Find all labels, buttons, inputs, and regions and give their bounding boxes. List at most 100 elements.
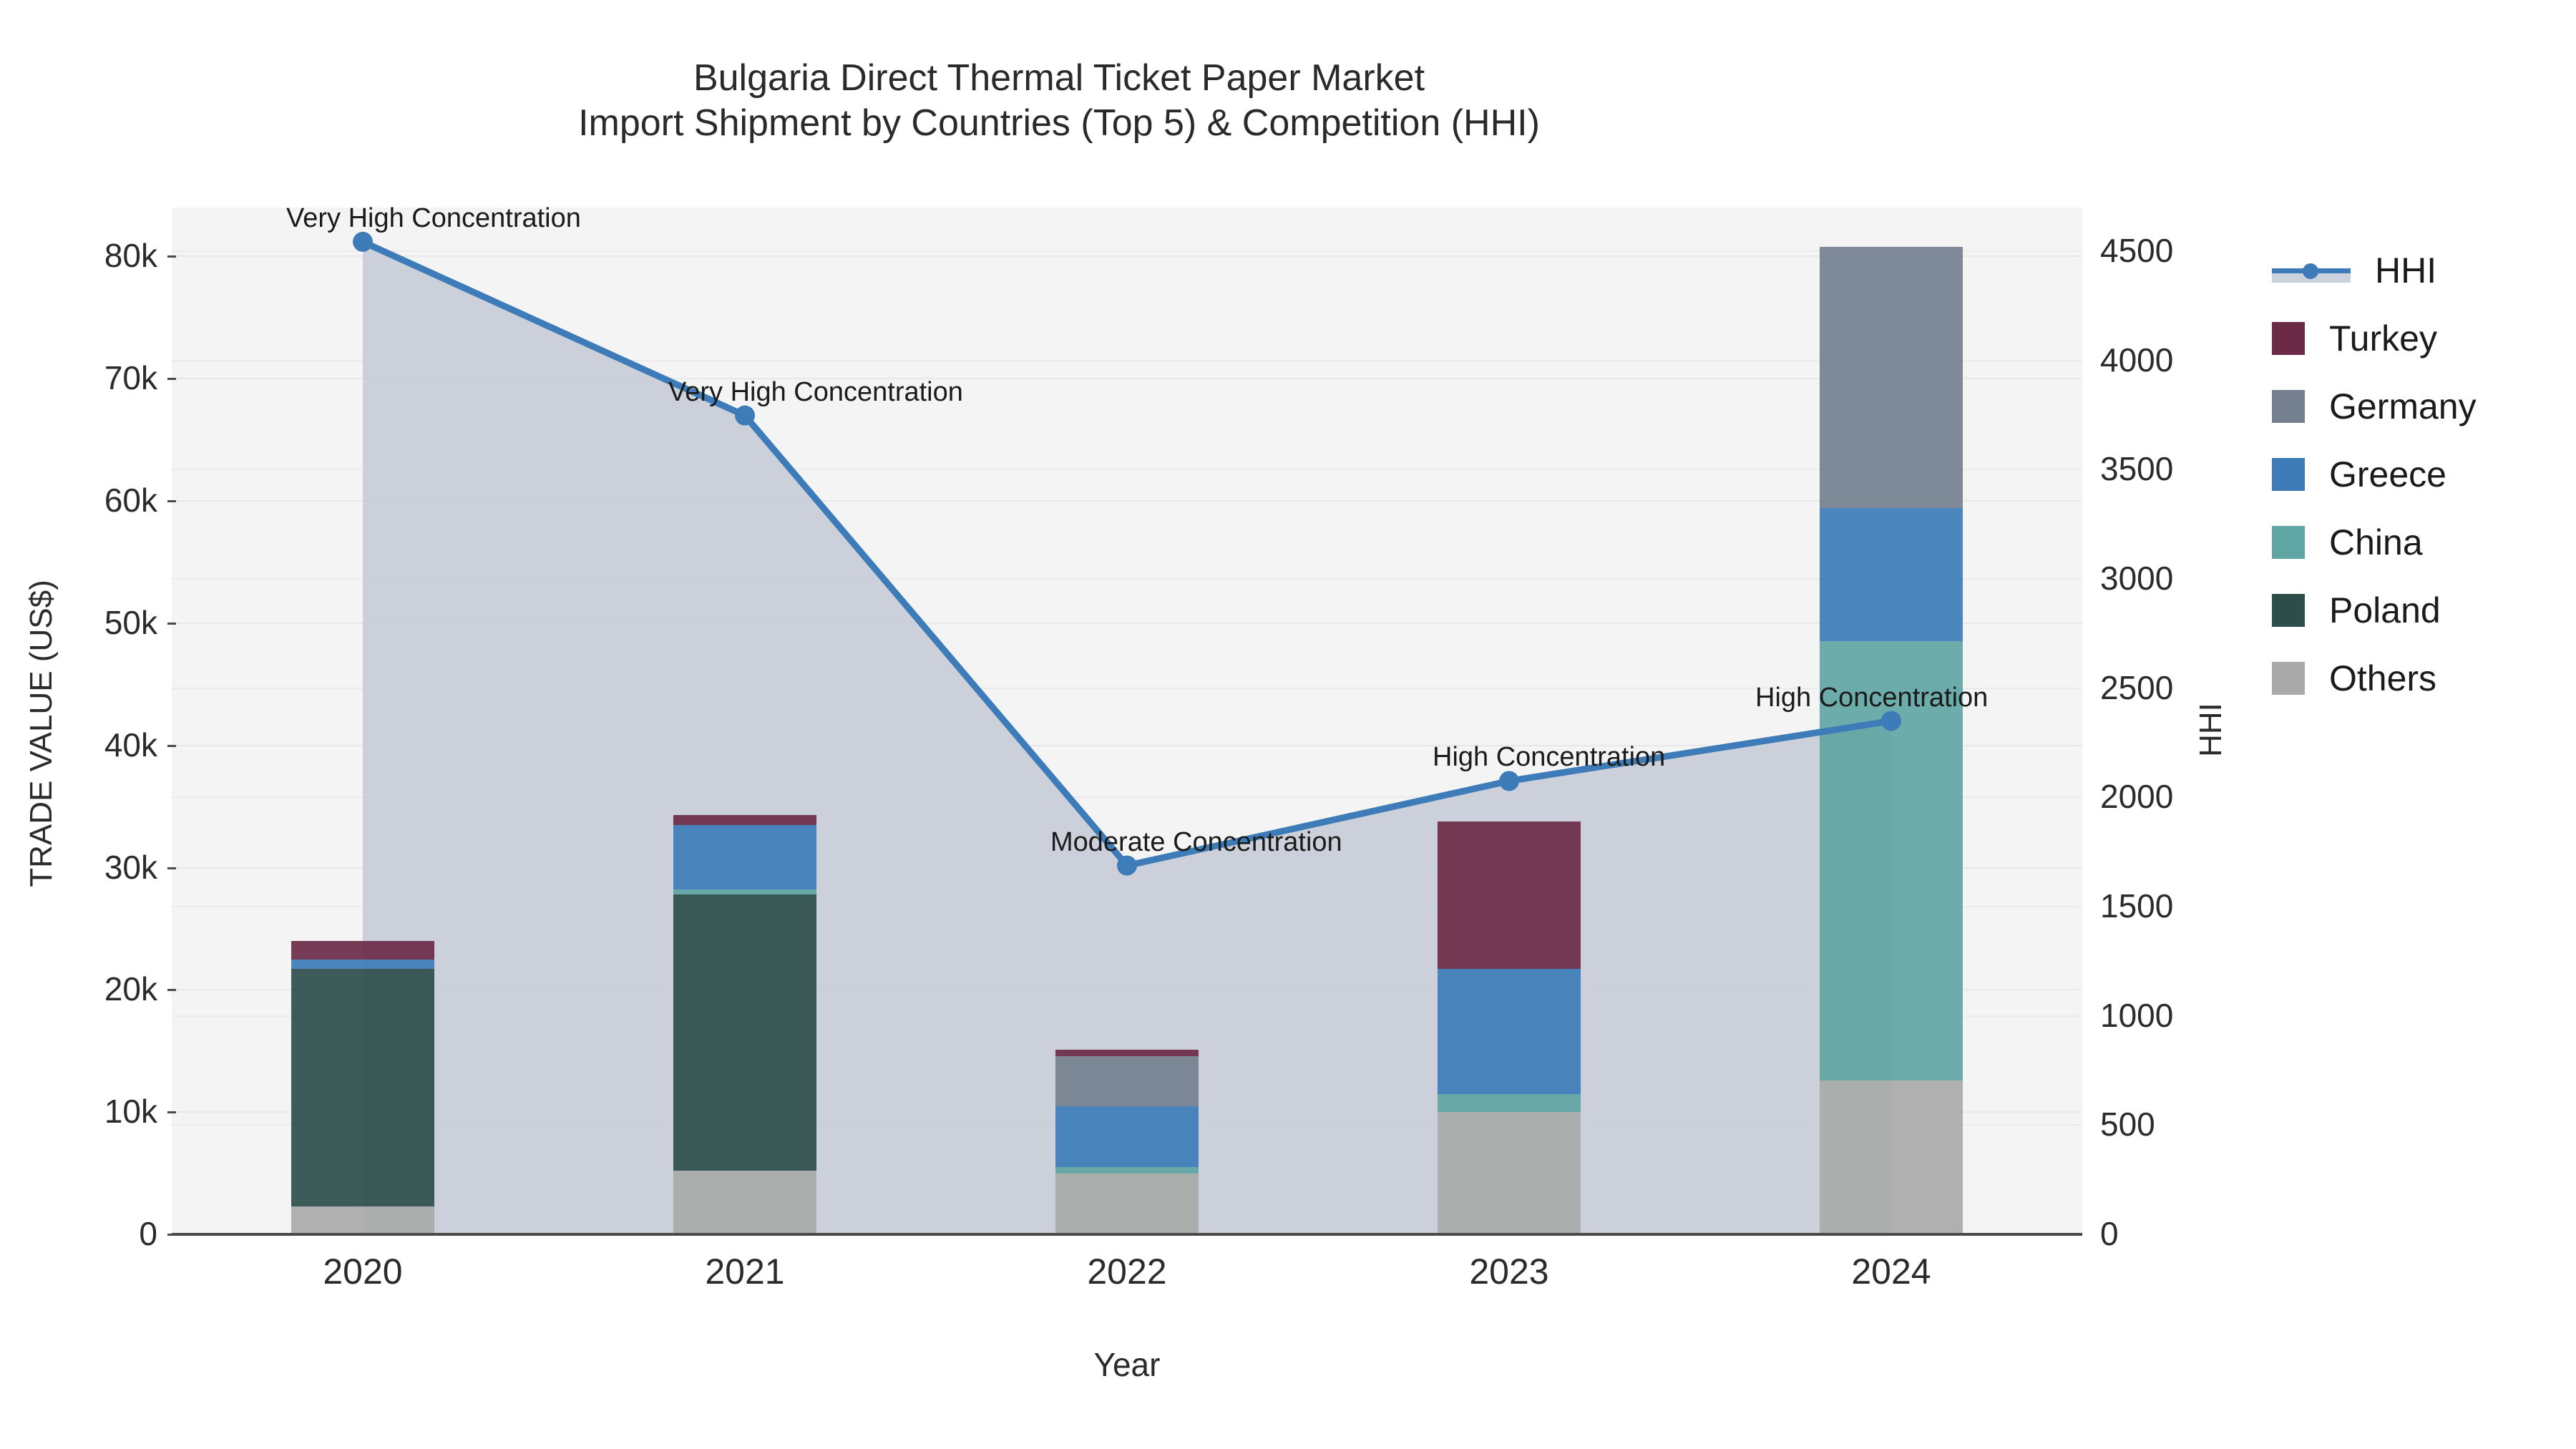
gridline-right <box>172 1015 2082 1017</box>
gridline-right <box>172 796 2082 799</box>
gridline-right <box>172 250 2082 253</box>
bar-segment[interactable] <box>1820 508 1963 642</box>
gridline-right <box>172 469 2082 471</box>
bar-segment[interactable] <box>1820 246 1963 509</box>
y-axis-left-tick-label: 30k <box>104 848 157 886</box>
y-axis-right-tick-label: 2500 <box>2100 668 2174 706</box>
x-axis-title: Year <box>1093 1346 1161 1383</box>
y-axis-left-title: TRADE VALUE (US$) <box>24 580 59 887</box>
legend-item-label: China <box>2329 522 2423 562</box>
hhi-annotation: Moderate Concentration <box>1050 826 1342 857</box>
bar-segment[interactable] <box>291 969 434 1206</box>
bar-segment[interactable] <box>1438 821 1581 970</box>
bar-segment[interactable] <box>1055 1106 1199 1168</box>
x-axis-tick-label: 2024 <box>1851 1252 1931 1292</box>
y-axis-left-tick-label: 40k <box>104 726 157 763</box>
y-axis-left-tickmark <box>167 622 176 625</box>
bar-segment[interactable] <box>673 894 816 1171</box>
gridline-right <box>172 359 2082 361</box>
bar-segment[interactable] <box>673 815 816 825</box>
y-axis-left-tickmark <box>167 1111 176 1114</box>
x-axis-tick-label: 2020 <box>323 1252 403 1292</box>
legend-item-hhi[interactable]: HHI <box>2272 236 2572 304</box>
gridline-right <box>172 906 2082 908</box>
y-axis-left-tickmark <box>167 989 176 992</box>
chart-title: Bulgaria Direct Thermal Ticket Paper Mar… <box>0 56 2118 147</box>
bar-segment[interactable] <box>1055 1050 1199 1056</box>
bar-segment[interactable] <box>1055 1055 1199 1106</box>
x-axis-tick-label: 2023 <box>1469 1252 1549 1292</box>
hhi-marker[interactable] <box>1117 855 1137 876</box>
y-axis-right-title: HHI <box>2193 703 2228 757</box>
legend-item-germany[interactable]: Germany <box>2272 372 2572 440</box>
legend-item-poland[interactable]: Poland <box>2272 576 2572 644</box>
hhi-annotation: High Concentration <box>1755 682 1989 713</box>
legend: HHI Turkey Germany Greece China Poland Others <box>2272 236 2572 712</box>
y-axis-left-tickmark <box>167 378 176 381</box>
gridline-right <box>172 578 2082 580</box>
legend-swatch-icon <box>2272 525 2305 559</box>
x-axis-line <box>172 1233 2082 1236</box>
gridline-left <box>172 867 2082 869</box>
y-axis-left-tick-label: 80k <box>104 237 157 275</box>
bar-segment[interactable] <box>673 824 816 890</box>
bar-segment[interactable] <box>291 941 434 960</box>
y-axis-left-tickmark <box>167 744 176 747</box>
bar-segment[interactable] <box>1438 1093 1581 1113</box>
y-axis-right-tick-label: 3500 <box>2100 450 2174 488</box>
hhi-annotation: High Concentration <box>1433 742 1666 773</box>
y-axis-left-tickmark <box>167 867 176 869</box>
y-axis-left-tickmark <box>167 1234 176 1236</box>
bar-segment[interactable] <box>1438 969 1581 1094</box>
gridline-left <box>172 500 2082 502</box>
gridline-left <box>172 255 2082 258</box>
chart-title-line1: Bulgaria Direct Thermal Ticket Paper Mar… <box>693 57 1425 99</box>
bar-segment[interactable] <box>673 889 816 895</box>
bar-segment[interactable] <box>1438 1112 1581 1234</box>
legend-swatch-icon <box>2272 321 2305 355</box>
y-axis-left-tickmark <box>167 500 176 502</box>
legend-item-label: Germany <box>2329 386 2477 426</box>
legend-item-turkey[interactable]: Turkey <box>2272 304 2572 372</box>
hhi-marker[interactable] <box>735 405 755 426</box>
x-axis-tick-label: 2021 <box>705 1252 785 1292</box>
bar-segment[interactable] <box>1055 1173 1199 1234</box>
legend-item-label: Poland <box>2329 590 2441 630</box>
y-axis-right-tick-label: 4500 <box>2100 232 2174 270</box>
hhi-marker[interactable] <box>1499 771 1519 791</box>
legend-swatch-icon <box>2272 593 2305 627</box>
y-axis-left-tick-label: 0 <box>139 1215 157 1252</box>
legend-item-label: Greece <box>2329 454 2446 494</box>
y-axis-left-tick-label: 70k <box>104 359 157 397</box>
y-axis-left-tick-label: 50k <box>104 603 157 641</box>
chart-title-line2: Import Shipment by Countries (Top 5) & C… <box>578 102 1540 145</box>
y-axis-left-tick-label: 60k <box>104 482 157 519</box>
hhi-marker[interactable] <box>353 231 373 252</box>
gridline-left <box>172 622 2082 624</box>
hhi-annotation: Very High Concentration <box>286 203 581 233</box>
legend-line-dot <box>2303 263 2318 279</box>
legend-item-greece[interactable]: Greece <box>2272 440 2572 508</box>
bar-segment[interactable] <box>673 1171 816 1234</box>
y-axis-right-tick-label: 1000 <box>2100 996 2174 1034</box>
hhi-annotation: Very High Concentration <box>668 376 963 407</box>
y-axis-right-tick-label: 0 <box>2100 1215 2119 1252</box>
legend-item-label: Turkey <box>2329 318 2437 358</box>
y-axis-left-tickmark <box>167 255 176 258</box>
bar-segment[interactable] <box>291 1206 434 1234</box>
legend-swatch-icon <box>2272 389 2305 423</box>
legend-item-label: HHI <box>2375 250 2437 291</box>
y-axis-right-tick-label: 4000 <box>2100 341 2174 379</box>
plot-area <box>172 208 2082 1234</box>
bar-segment[interactable] <box>1055 1167 1199 1174</box>
legend-item-label: Others <box>2329 658 2437 698</box>
bar-segment[interactable] <box>1820 1080 1963 1234</box>
legend-item-china[interactable]: China <box>2272 508 2572 576</box>
y-axis-right-tick-label: 3000 <box>2100 560 2174 597</box>
legend-item-others[interactable]: Others <box>2272 644 2572 712</box>
y-axis-left-tick-label: 20k <box>104 970 157 1008</box>
bar-segment[interactable] <box>291 959 434 970</box>
gridline-left <box>172 989 2082 991</box>
gridline-left <box>172 744 2082 746</box>
